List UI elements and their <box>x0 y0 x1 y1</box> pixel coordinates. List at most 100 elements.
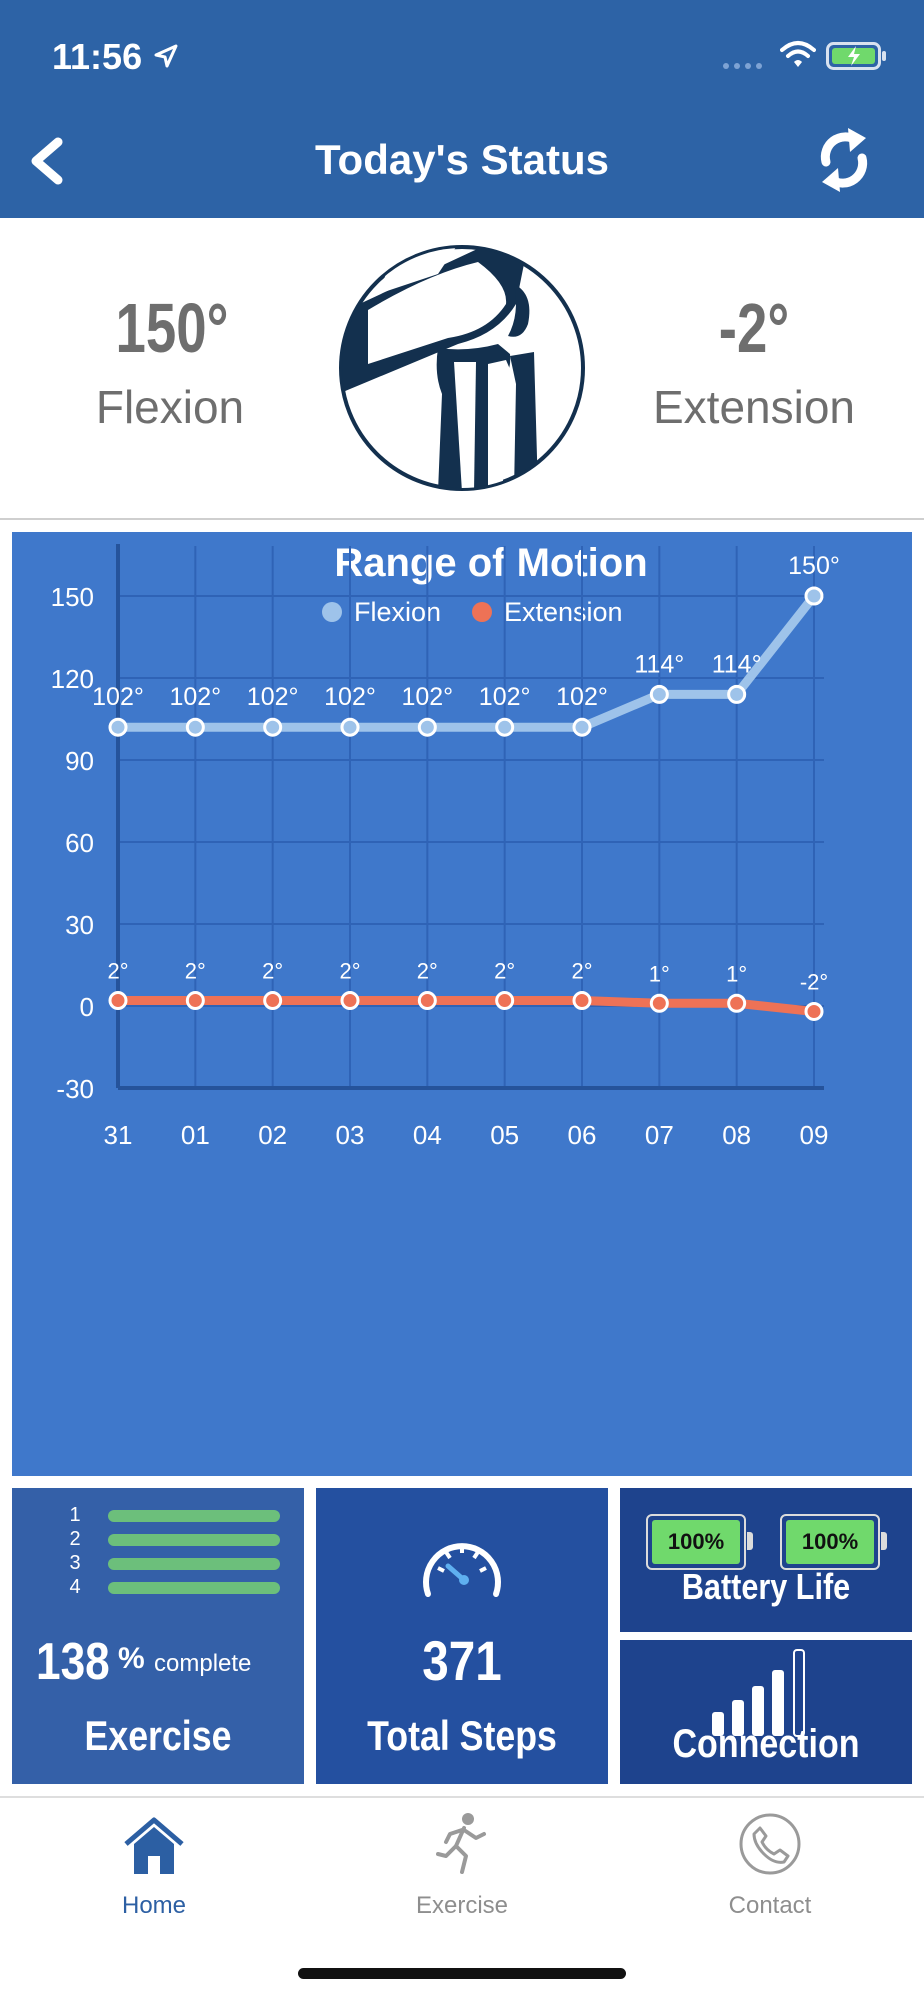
tab-home[interactable]: Home <box>0 1798 308 1938</box>
tab-bar: Home Exercise Contact <box>0 1796 924 2002</box>
data-label-extension: -2° <box>800 969 828 994</box>
chart-title: Range of Motion <box>334 541 647 585</box>
data-label-flexion: 114° <box>634 650 684 678</box>
exercise-bar <box>108 1534 280 1546</box>
data-label-flexion: 102° <box>401 683 453 711</box>
tab-exercise-label: Exercise <box>415 1892 509 1919</box>
data-label-extension: 2° <box>107 959 128 984</box>
data-point-extension <box>108 991 128 1011</box>
y-tick-label: 60 <box>65 828 94 858</box>
data-point-extension <box>572 991 592 1011</box>
x-tick-label: 05 <box>490 1120 519 1150</box>
data-point-extension <box>727 993 747 1013</box>
x-tick-label: 02 <box>258 1120 287 1150</box>
total-steps-tile[interactable]: 371 Total Steps <box>316 1488 608 1784</box>
legend-item: Flexion <box>322 597 441 627</box>
data-label-flexion: 150° <box>788 552 840 580</box>
extension-value: -2° <box>718 289 790 367</box>
legend-item: Extension <box>472 597 623 627</box>
tab-contact-label: Contact <box>728 1892 812 1919</box>
x-tick-label: 31 <box>104 1120 133 1150</box>
x-tick-label: 09 <box>800 1120 829 1150</box>
data-point-extension <box>649 993 669 1013</box>
tab-contact[interactable]: Contact <box>616 1798 924 1938</box>
connection-tile[interactable]: Connection <box>620 1640 912 1784</box>
total-steps-title: Total Steps <box>367 1712 557 1759</box>
y-tick-label: -30 <box>56 1074 94 1104</box>
exercise-complete-text: complete <box>154 1650 252 1677</box>
battery-life-tile[interactable]: 100% 100% Battery Life <box>620 1488 912 1632</box>
data-label-extension: 1° <box>726 961 747 986</box>
x-tick-label: 03 <box>336 1120 365 1150</box>
runner-icon <box>436 1813 486 1874</box>
signal-strength-icon <box>712 1649 805 1737</box>
y-tick-label: 150 <box>51 582 94 612</box>
exercise-bar-number: 4 <box>69 1576 81 1598</box>
y-tick-label: 90 <box>65 746 94 776</box>
battery-nub <box>881 1532 887 1550</box>
data-label-extension: 1° <box>649 961 670 986</box>
knee-joint-icon <box>339 245 585 491</box>
data-point-extension <box>185 991 205 1011</box>
exercise-bar-number: 1 <box>69 1504 81 1526</box>
data-point-flexion <box>185 717 205 737</box>
data-label-flexion: 102° <box>324 683 376 711</box>
data-point-flexion <box>417 717 437 737</box>
legend-label: Extension <box>504 597 623 627</box>
data-point-flexion <box>263 717 283 737</box>
device-battery-right: 100% <box>780 1514 887 1570</box>
phone-icon <box>739 1813 801 1875</box>
exercise-bar <box>108 1558 280 1570</box>
battery-left-level: 100% <box>652 1520 740 1564</box>
exercise-tile-title: Exercise <box>84 1712 232 1759</box>
data-point-extension <box>263 991 283 1011</box>
tab-exercise[interactable]: Exercise <box>308 1798 616 1938</box>
exercise-bar-number: 3 <box>69 1552 81 1574</box>
data-point-extension <box>417 991 437 1011</box>
battery-charging-icon <box>826 42 886 70</box>
location-arrow-icon <box>154 44 178 68</box>
home-icon <box>124 1817 184 1874</box>
tab-home-label: Home <box>121 1892 187 1919</box>
x-tick-label: 07 <box>645 1120 674 1150</box>
device-battery-left: 100% <box>646 1514 753 1570</box>
battery-life-title: Battery Life <box>681 1566 851 1607</box>
data-point-extension <box>340 991 360 1011</box>
connection-title: Connection <box>672 1722 860 1766</box>
data-label-extension: 2° <box>417 959 438 984</box>
data-point-flexion <box>108 717 128 737</box>
extension-label: Extension <box>652 381 855 433</box>
data-label-flexion: 102° <box>247 683 299 711</box>
back-chevron-icon[interactable] <box>24 136 74 186</box>
exercise-percent-sign: % <box>118 1642 145 1675</box>
exercise-percent: 138 <box>36 1633 110 1691</box>
range-of-motion-chart: Range of Motion Flexion Extension 150 120 9… <box>51 541 840 1150</box>
data-point-extension <box>495 991 515 1011</box>
home-indicator <box>298 1968 626 1979</box>
y-tick-label: 30 <box>65 910 94 940</box>
app-header <box>0 0 924 218</box>
exercise-bar <box>108 1582 280 1594</box>
exercise-bar-number: 2 <box>69 1528 81 1550</box>
refresh-icon[interactable] <box>812 122 876 198</box>
x-tick-label: 08 <box>722 1120 751 1150</box>
speedometer-icon <box>423 1543 501 1597</box>
flexion-value: 150° <box>115 289 229 367</box>
data-label-extension: 2° <box>339 959 360 984</box>
y-tick-label: 120 <box>51 664 94 694</box>
data-label-flexion: 114° <box>712 650 762 678</box>
data-point-flexion <box>804 586 824 606</box>
data-label-flexion: 102° <box>556 683 608 711</box>
cellular-signal-icon <box>723 63 762 69</box>
data-label-extension: 2° <box>494 959 515 984</box>
data-point-flexion <box>572 717 592 737</box>
x-tick-label: 06 <box>568 1120 597 1150</box>
x-tick-label: 01 <box>181 1120 210 1150</box>
exercise-tile[interactable]: 1 2 3 4 138 % complete Exercise <box>12 1488 304 1784</box>
data-label-flexion: 102° <box>479 683 531 711</box>
y-tick-label: 0 <box>80 992 94 1022</box>
flexion-label: Flexion <box>95 381 245 433</box>
data-label-extension: 2° <box>571 959 592 984</box>
series-line-flexion <box>113 591 819 732</box>
data-point-flexion <box>495 717 515 737</box>
